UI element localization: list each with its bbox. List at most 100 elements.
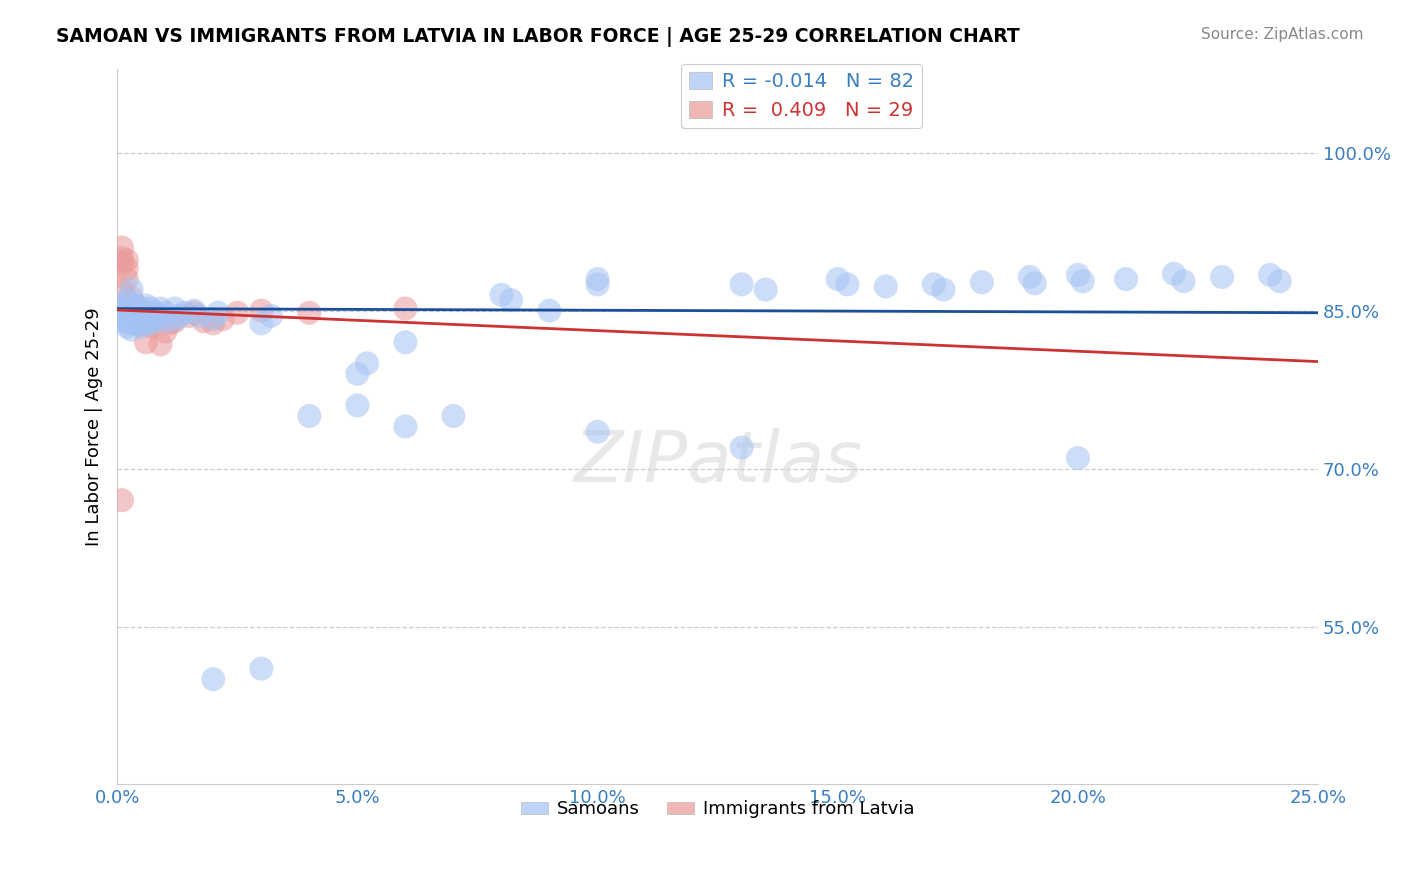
Point — [346, 399, 368, 413]
Point — [125, 298, 148, 312]
Point — [121, 298, 143, 312]
Point — [111, 251, 134, 265]
Point — [111, 314, 134, 328]
Point — [139, 309, 162, 323]
Point — [121, 316, 143, 330]
Point — [115, 253, 138, 268]
Point — [115, 319, 138, 334]
Text: ZIPatlas: ZIPatlas — [574, 428, 862, 497]
Point — [163, 312, 186, 326]
Point — [149, 309, 172, 323]
Point — [491, 288, 513, 302]
Point — [250, 303, 273, 318]
Point — [586, 272, 609, 286]
Point — [145, 312, 167, 326]
Point — [755, 283, 778, 297]
Point — [202, 312, 225, 326]
Point — [932, 283, 955, 297]
Point — [837, 277, 859, 292]
Point — [111, 283, 134, 297]
Point — [115, 314, 138, 328]
Point — [155, 314, 177, 328]
Point — [356, 356, 378, 370]
Point — [129, 301, 152, 316]
Point — [115, 261, 138, 276]
Point — [129, 309, 152, 323]
Point — [298, 306, 321, 320]
Point — [111, 306, 134, 320]
Point — [731, 277, 754, 292]
Point — [111, 303, 134, 318]
Legend: Samoans, Immigrants from Latvia: Samoans, Immigrants from Latvia — [513, 793, 922, 825]
Point — [586, 425, 609, 439]
Point — [129, 316, 152, 330]
Point — [155, 306, 177, 320]
Point — [193, 314, 215, 328]
Point — [179, 309, 201, 323]
Point — [875, 279, 897, 293]
Point — [202, 316, 225, 330]
Point — [135, 298, 157, 312]
Text: SAMOAN VS IMMIGRANTS FROM LATVIA IN LABOR FORCE | AGE 25-29 CORRELATION CHART: SAMOAN VS IMMIGRANTS FROM LATVIA IN LABO… — [56, 27, 1019, 46]
Point — [129, 314, 152, 328]
Point — [1268, 274, 1291, 288]
Point — [1173, 274, 1195, 288]
Point — [1258, 268, 1281, 282]
Point — [394, 335, 416, 350]
Text: Source: ZipAtlas.com: Source: ZipAtlas.com — [1201, 27, 1364, 42]
Point — [139, 301, 162, 316]
Point — [149, 337, 172, 351]
Point — [1211, 270, 1233, 285]
Point — [125, 301, 148, 316]
Point — [1115, 272, 1137, 286]
Point — [135, 312, 157, 326]
Point — [145, 309, 167, 323]
Point — [115, 309, 138, 323]
Point — [207, 306, 229, 320]
Point — [538, 303, 561, 318]
Point — [212, 312, 235, 326]
Point — [121, 291, 143, 305]
Point — [173, 306, 195, 320]
Point — [586, 277, 609, 292]
Point — [1071, 274, 1094, 288]
Point — [443, 409, 465, 423]
Point — [163, 314, 186, 328]
Point — [183, 303, 205, 318]
Point — [298, 409, 321, 423]
Point — [121, 298, 143, 312]
Point — [145, 306, 167, 320]
Point — [121, 283, 143, 297]
Point — [250, 316, 273, 330]
Point — [135, 335, 157, 350]
Point — [125, 309, 148, 323]
Point — [187, 309, 209, 323]
Point — [111, 298, 134, 312]
Point — [139, 319, 162, 334]
Point — [1067, 451, 1090, 466]
Point — [970, 275, 993, 289]
Point — [135, 316, 157, 330]
Point — [183, 306, 205, 320]
Point — [121, 306, 143, 320]
Point — [115, 301, 138, 316]
Point — [501, 293, 523, 307]
Point — [226, 306, 249, 320]
Point — [260, 309, 283, 323]
Point — [111, 240, 134, 254]
Point — [155, 325, 177, 339]
Point — [139, 316, 162, 330]
Point — [125, 303, 148, 318]
Point — [346, 367, 368, 381]
Point — [731, 441, 754, 455]
Point — [394, 419, 416, 434]
Point — [111, 493, 134, 508]
Point — [202, 672, 225, 686]
Point — [1067, 268, 1090, 282]
Point — [250, 662, 273, 676]
Point — [111, 256, 134, 270]
Point — [827, 272, 849, 286]
Point — [1024, 277, 1046, 291]
Point — [121, 323, 143, 337]
Point — [111, 312, 134, 326]
